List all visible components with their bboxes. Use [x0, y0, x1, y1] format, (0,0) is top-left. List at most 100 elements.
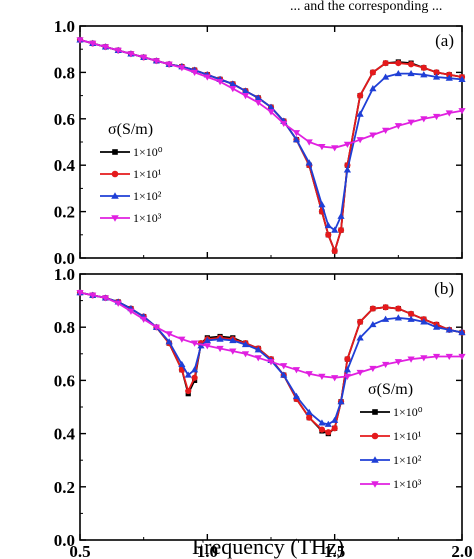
data-point [445, 353, 453, 361]
data-point [306, 414, 313, 421]
data-point [369, 305, 376, 312]
data-point [369, 365, 377, 373]
data-point [184, 371, 192, 378]
data-point [420, 116, 428, 123]
y-tick-label: 1.0 [54, 17, 75, 36]
data-point [229, 348, 237, 355]
panel-label: (a) [435, 31, 454, 50]
data-point [254, 355, 262, 362]
data-point [343, 166, 351, 173]
x-tick-label: 2.0 [451, 542, 472, 559]
data-point [114, 47, 122, 54]
data-point [407, 310, 415, 317]
data-point [369, 69, 376, 76]
legend-title: σ(S/m) [108, 121, 153, 138]
legend-entry-label: 1×10³ [133, 211, 162, 225]
data-point [407, 356, 415, 363]
data-point [407, 61, 415, 68]
y-tick-label: 0.6 [54, 110, 75, 129]
data-point [191, 69, 199, 76]
data-point [337, 212, 345, 219]
legend-marker [372, 409, 378, 415]
data-point [458, 328, 466, 336]
data-point [324, 420, 332, 427]
data-point [165, 331, 173, 338]
data-point [89, 40, 97, 47]
data-point [357, 318, 364, 325]
data-point [356, 369, 364, 377]
data-point [241, 351, 250, 358]
data-point [445, 326, 453, 333]
data-point [331, 145, 339, 152]
y-tick-label: 1.0 [54, 265, 75, 284]
x-axis-label: Frequency (THz) [192, 534, 344, 559]
data-point [356, 110, 364, 117]
data-point [254, 346, 262, 353]
y-tick-label: 0.2 [54, 478, 75, 497]
legend-entry-label: 1×10² [393, 453, 422, 467]
panel-b: 0.0 0.2 0.4 0.6 0.8 1.0 0.5 1.0 1.5 2.0 (b) σ(S/m) 1… [54, 265, 473, 559]
x-tick-label: 1.0 [197, 542, 218, 559]
data-point [432, 323, 441, 330]
data-point [216, 79, 224, 86]
data-point [254, 94, 262, 101]
y-tick-label: 0.4 [54, 425, 76, 444]
data-point [337, 398, 345, 405]
data-point [267, 359, 275, 366]
data-point [394, 69, 402, 77]
data-point [318, 144, 326, 151]
data-point [331, 226, 339, 233]
data-point [382, 361, 390, 369]
data-point [432, 73, 441, 80]
data-point [254, 99, 262, 107]
panel-a: 0.0 0.2 0.4 0.6 0.8 1.0 (a) σ(S/m) 1×10⁰ 1×10¹ 1×1… [54, 17, 466, 268]
data-point [152, 58, 160, 65]
series-1-10 [76, 37, 466, 152]
data-point [178, 336, 186, 343]
data-point [395, 305, 402, 312]
x-tick-label: 0.5 [69, 542, 90, 559]
data-point [318, 201, 326, 208]
legend-entry-label: 1×10⁰ [393, 405, 423, 419]
data-point [318, 419, 326, 426]
data-point [337, 227, 345, 234]
legend-entry-label: 1×10² [133, 189, 162, 203]
data-point [382, 60, 389, 67]
data-point [331, 416, 339, 423]
data-point [216, 335, 224, 342]
data-point [343, 141, 351, 148]
data-point [191, 374, 198, 381]
data-point [101, 44, 110, 51]
data-point [331, 425, 338, 432]
data-point [432, 353, 441, 361]
y-tick-label: 0.4 [54, 156, 76, 175]
data-point [420, 355, 428, 362]
panel-label: (b) [434, 279, 454, 298]
legend: σ(S/m) 1×10⁰ 1×10¹ 1×10² 1×10³ [360, 381, 423, 491]
y-tick-label: 0.6 [54, 371, 75, 390]
data-point [280, 363, 288, 370]
data-point [458, 75, 466, 82]
data-point [292, 367, 301, 374]
data-point [420, 64, 427, 71]
y-tick-label: 0.2 [54, 203, 75, 222]
legend-entry-label: 1×10⁰ [133, 145, 163, 159]
data-point [165, 338, 173, 345]
data-point [344, 356, 351, 363]
data-point [280, 120, 288, 128]
data-point [191, 366, 199, 373]
data-point [229, 80, 237, 87]
data-point [203, 343, 211, 350]
data-point [458, 353, 466, 361]
data-point [331, 247, 338, 255]
legend-entry-label: 1×10¹ [393, 429, 422, 443]
series-1-10 [76, 290, 466, 382]
data-point [407, 69, 415, 77]
top-text-fragment: ... and the corresponding ... [290, 0, 442, 14]
y-tick-label: 0.0 [54, 249, 75, 268]
data-point [165, 61, 173, 68]
data-point [394, 359, 402, 366]
legend-marker [112, 149, 118, 155]
data-point [395, 60, 402, 67]
data-point [382, 73, 390, 80]
